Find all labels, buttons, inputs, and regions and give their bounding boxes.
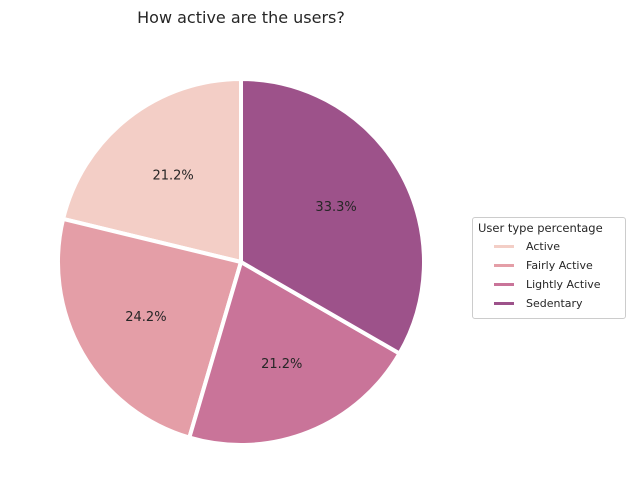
legend-rows: Active Fairly Active Lightly Active Sedenta… bbox=[478, 237, 620, 313]
legend-label: Fairly Active bbox=[526, 259, 593, 272]
legend-label: Lightly Active bbox=[526, 278, 601, 291]
legend-swatch bbox=[494, 302, 514, 305]
legend-entry-fairly-active: Fairly Active bbox=[478, 256, 620, 275]
slice-label-sedentary: 33.3% bbox=[315, 200, 356, 215]
legend-swatch bbox=[494, 245, 514, 248]
pie-chart: 21.2% 24.2% 21.2% 33.3% bbox=[56, 77, 426, 447]
pie-slice-active bbox=[61, 77, 243, 264]
legend-swatch bbox=[494, 283, 514, 286]
slice-label-fairly-active: 24.2% bbox=[125, 310, 166, 325]
pie-slice-lightly-active bbox=[187, 260, 402, 447]
legend-entry-sedentary: Sedentary bbox=[478, 294, 620, 313]
legend-swatch bbox=[494, 264, 514, 267]
legend-entry-lightly-active: Lightly Active bbox=[478, 275, 620, 294]
slice-label-lightly-active: 21.2% bbox=[261, 357, 302, 372]
legend-label: Sedentary bbox=[526, 297, 583, 310]
pie-slice-fairly-active bbox=[56, 216, 243, 440]
slice-label-active: 21.2% bbox=[152, 169, 193, 184]
legend: User type percentage Active Fairly Active… bbox=[472, 217, 626, 319]
legend-entry-active: Active bbox=[478, 237, 620, 256]
pie-slice-sedentary bbox=[239, 77, 426, 356]
chart-title: How active are the users? bbox=[137, 8, 345, 27]
legend-label: Active bbox=[526, 240, 561, 253]
legend-title: User type percentage bbox=[478, 221, 603, 235]
